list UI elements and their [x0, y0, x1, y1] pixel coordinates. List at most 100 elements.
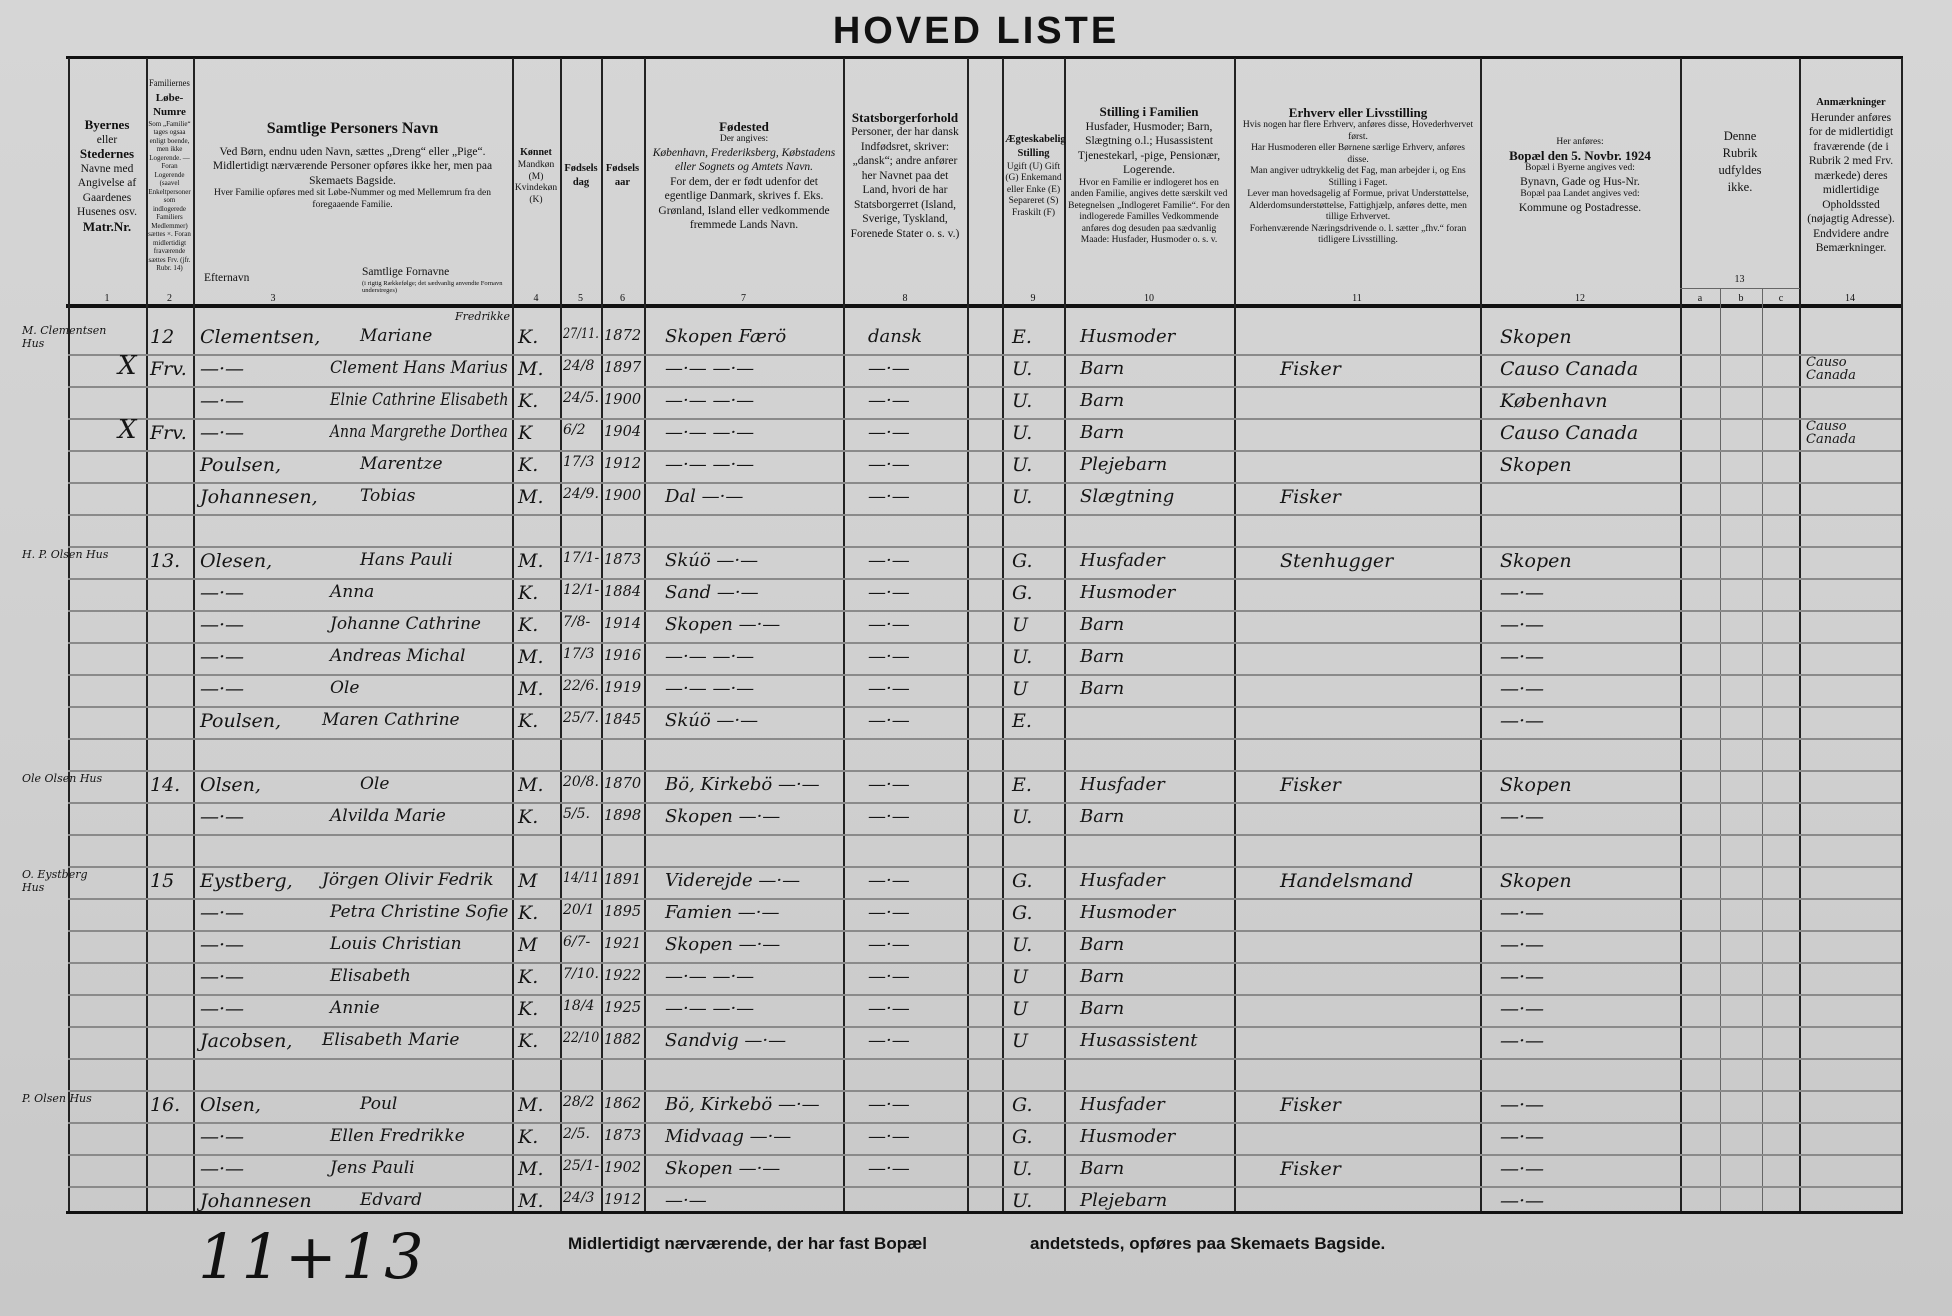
sex-cell: M. [518, 550, 544, 572]
family-number: 13. [150, 550, 181, 572]
ruled-line [68, 674, 1901, 676]
column-divider [1002, 58, 1004, 1211]
residence-cell: —·— [1500, 1030, 1545, 1052]
citizenship-cell: —·— [868, 454, 910, 475]
header-col1-text: eller [96, 133, 118, 146]
family-position-cell: Barn [1080, 646, 1125, 667]
citizenship-cell: dansk [868, 326, 922, 347]
table-row: Poulsen, Marentze K. 17/3 1912 —·— —·— —·— U. Pl… [0, 450, 1952, 482]
ruled-line [68, 706, 1901, 708]
birth-day-cell: 27/11. [563, 326, 599, 342]
logerende-mark: X [118, 351, 137, 381]
surname-cell: Poulsen, [200, 710, 282, 732]
citizenship-cell: —·— [868, 358, 910, 379]
family-position-cell: Barn [1080, 998, 1125, 1019]
column-number: 3 [270, 293, 276, 304]
birth-day-cell: 12/1- [563, 582, 600, 598]
sex-cell: K [518, 422, 533, 444]
birth-day-cell: 25/7. [563, 710, 599, 726]
birth-year-cell: 1902 [604, 1158, 642, 1176]
birth-year-cell: 1891 [604, 870, 642, 888]
firstnames-cell: Petra Christine Sofie [330, 902, 509, 922]
birthplace-cell: —·— —·— [665, 454, 755, 475]
table-row: —·— Ellen Fredrikke K. 2/5. 1873 Midvaag —·— —… [0, 1122, 1952, 1154]
birth-year-cell: 1925 [604, 998, 642, 1016]
header-col12-text1: Her anføres: [1556, 137, 1604, 147]
family-position-cell: Husfader [1080, 1094, 1165, 1115]
marital-status-cell: U. [1012, 390, 1033, 412]
handwritten-tally: 11+13 [198, 1220, 428, 1293]
ruled-line [68, 1058, 1901, 1060]
marital-status-cell: G. [1012, 870, 1033, 892]
sex-cell: M. [518, 774, 544, 796]
birth-year-cell: 1904 [604, 422, 642, 440]
sex-cell: K. [518, 614, 539, 636]
surname-cell: Eystberg, [200, 870, 293, 892]
column-number: 14 [1845, 293, 1855, 304]
column-divider [843, 58, 845, 1211]
firstnames-cell: Poul [360, 1094, 398, 1114]
family-position-cell: Husfader [1080, 774, 1165, 795]
firstnames-cell: Louis Christian [330, 934, 462, 954]
marital-status-cell: E. [1012, 710, 1032, 732]
family-position-cell: Husassistent [1080, 1030, 1198, 1051]
birth-year-cell: 1898 [604, 806, 642, 824]
residence-cell: —·— [1500, 966, 1545, 988]
family-position-cell: Husfader [1080, 550, 1165, 571]
header-col12: Her anføres: Bopæl den 5. Novbr. 1924 Bopæ… [1484, 62, 1676, 290]
family-number: 15 [150, 870, 175, 892]
ruled-line [68, 386, 1901, 388]
header-col9-title: Ægteskabelig Stilling [1005, 133, 1066, 160]
family-position-cell: Husfader [1080, 870, 1165, 891]
surname-cell: —·— [200, 806, 245, 828]
column-divider [193, 58, 195, 1211]
birth-year-cell: 1914 [604, 614, 642, 632]
birth-day-cell: 7/8- [563, 614, 591, 630]
residence-cell: Skopen [1500, 550, 1572, 572]
citizenship-cell: —·— [868, 710, 910, 731]
header-col10-title: Stilling i Familien [1099, 104, 1199, 120]
sex-cell: M [518, 870, 538, 892]
column-number: 8 [902, 293, 908, 304]
family-number: 16. [150, 1094, 181, 1116]
table-row: Ole Olsen Hus 14. Olsen, Ole M. 20/8. 1870 Bö, … [0, 770, 1952, 802]
header-col4-title: Kønnet [520, 146, 552, 158]
birth-day-cell: 5/5. [563, 806, 590, 822]
header-col3-text1: Ved Børn, endnu uden Navn, sættes „Dreng… [219, 145, 486, 158]
header-col3: Samtlige Personers Navn Ved Børn, endnu u… [200, 62, 505, 290]
header-col1-desc: Navne med Angivelse af Gaardenes Husenes… [77, 162, 137, 219]
ruled-line [68, 1186, 1901, 1188]
sex-cell: K. [518, 710, 539, 732]
birth-year-cell: 1845 [604, 710, 642, 728]
ruled-line [68, 546, 1901, 548]
ruled-line [68, 994, 1901, 996]
birthplace-cell: —·— —·— [665, 390, 755, 411]
header-col11-text4: Lever man hovedsagelig af Formue, privat… [1247, 189, 1469, 222]
sex-cell: K. [518, 1030, 539, 1052]
header-col11-text1: Hvis nogen har flere Erhverv, anføres di… [1242, 120, 1474, 142]
family-position-cell: Husmoder [1080, 902, 1176, 923]
header-col14-title: Anmærkninger [1816, 97, 1886, 109]
col13-sub-c: c [1778, 293, 1784, 304]
birth-year-cell: 1884 [604, 582, 642, 600]
sex-cell: M. [518, 678, 544, 700]
table-row: X Frv. —·— Clement Hans Marius M. 24/8 1897 —·—… [0, 351, 1952, 386]
occupation-cell: Handelsmand [1280, 870, 1414, 892]
firstnames-cell: Elisabeth [330, 966, 411, 986]
header-col2-desc: Som „Familie“ tages ogsaa enligt boende,… [148, 119, 191, 273]
birth-day-cell: 17/1- [563, 550, 600, 566]
table-row: P. Olsen Hus 16. Olsen, Poul M. 28/2 1862 Bö, K… [0, 1090, 1952, 1122]
family-position-cell: Barn [1080, 806, 1125, 827]
citizenship-cell: —·— [868, 550, 910, 571]
citizenship-cell: —·— [868, 390, 910, 411]
sex-cell: K. [518, 902, 539, 924]
residence-cell: Causo Canada [1500, 358, 1639, 380]
residence-cell: —·— [1500, 582, 1545, 604]
birth-year-cell: 1912 [604, 454, 642, 472]
occupation-cell: Stenhugger [1280, 550, 1394, 572]
column-number: 2 [167, 293, 172, 304]
residence-cell: Causo Canada [1500, 422, 1639, 444]
firstnames-cell: Clement Hans Marius [330, 358, 508, 378]
surname-cell: —·— [200, 934, 245, 956]
header-col1-title: Byernes [84, 117, 130, 132]
